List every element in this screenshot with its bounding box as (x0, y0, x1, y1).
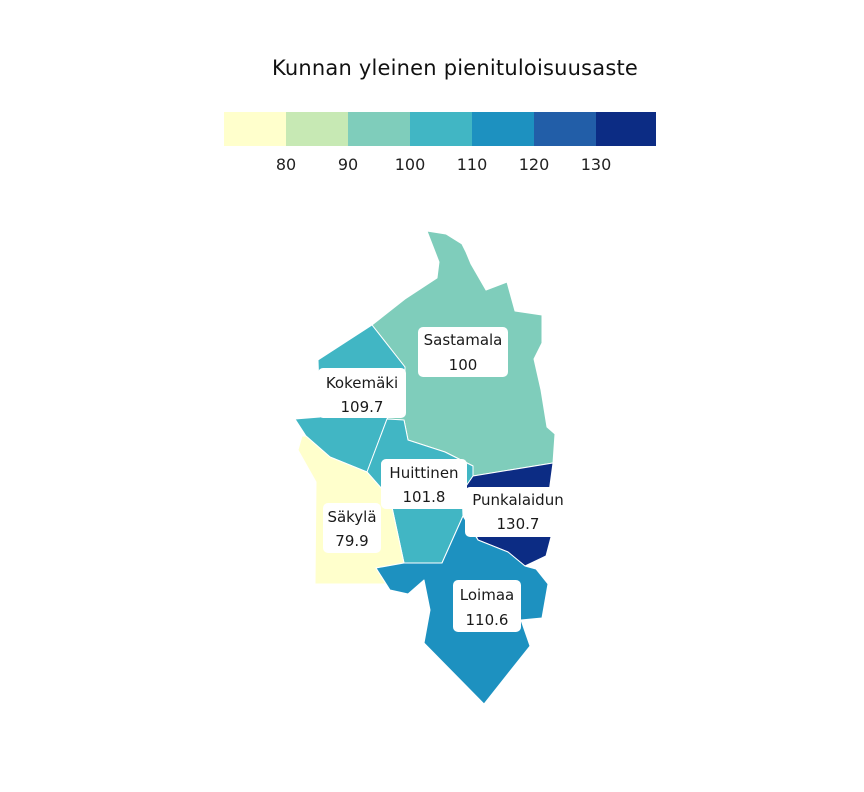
label-name-kokemaki: Kokemäki (326, 374, 398, 392)
legend-swatch-3 (410, 112, 472, 146)
label-sastamala: Sastamala 100 (418, 327, 508, 377)
label-box-sastamala (418, 327, 508, 377)
label-box-sakyla (323, 503, 381, 553)
label-box-huittinen (381, 459, 467, 509)
map-title: Kunnan yleinen pienituloisuusaste (271, 56, 639, 80)
legend-swatch-5 (534, 112, 596, 146)
label-value-punkalaidun: 130.7 (497, 515, 540, 533)
label-name-punkalaidun: Punkalaidun (472, 491, 563, 509)
label-value-kokemaki: 109.7 (341, 398, 384, 416)
legend-tick-80: 80 (276, 155, 296, 174)
region-labels: Sastamala 100 Kokemäki 109.7 Huittinen 1… (318, 327, 571, 632)
label-box-kokemaki (318, 368, 406, 418)
label-punkalaidun: Punkalaidun 130.7 (465, 487, 571, 537)
label-value-loimaa: 110.6 (466, 611, 509, 629)
color-legend: 80 90 100 110 120 130 (224, 112, 656, 174)
legend-tick-110: 110 (457, 155, 488, 174)
label-name-sakyla: Säkylä (327, 508, 376, 526)
label-name-huittinen: Huittinen (389, 464, 458, 482)
legend-tick-100: 100 (395, 155, 426, 174)
legend-swatch-6 (596, 112, 656, 146)
label-box-punkalaidun (465, 487, 571, 537)
legend-swatch-0 (224, 112, 286, 146)
label-loimaa: Loimaa 110.6 (453, 580, 521, 632)
legend-swatch-2 (348, 112, 410, 146)
legend-tick-120: 120 (519, 155, 550, 174)
label-value-huittinen: 101.8 (403, 488, 446, 506)
label-name-loimaa: Loimaa (460, 586, 514, 604)
legend-tick-130: 130 (581, 155, 612, 174)
legend-swatch-4 (472, 112, 534, 146)
label-huittinen: Huittinen 101.8 (381, 459, 467, 509)
label-box-loimaa (453, 580, 521, 632)
label-kokemaki: Kokemäki 109.7 (318, 368, 406, 418)
label-value-sakyla: 79.9 (335, 532, 368, 550)
legend-tick-90: 90 (338, 155, 358, 174)
label-sakyla: Säkylä 79.9 (323, 503, 381, 553)
legend-swatch-1 (286, 112, 348, 146)
label-name-sastamala: Sastamala (424, 331, 503, 349)
label-value-sastamala: 100 (449, 356, 478, 374)
